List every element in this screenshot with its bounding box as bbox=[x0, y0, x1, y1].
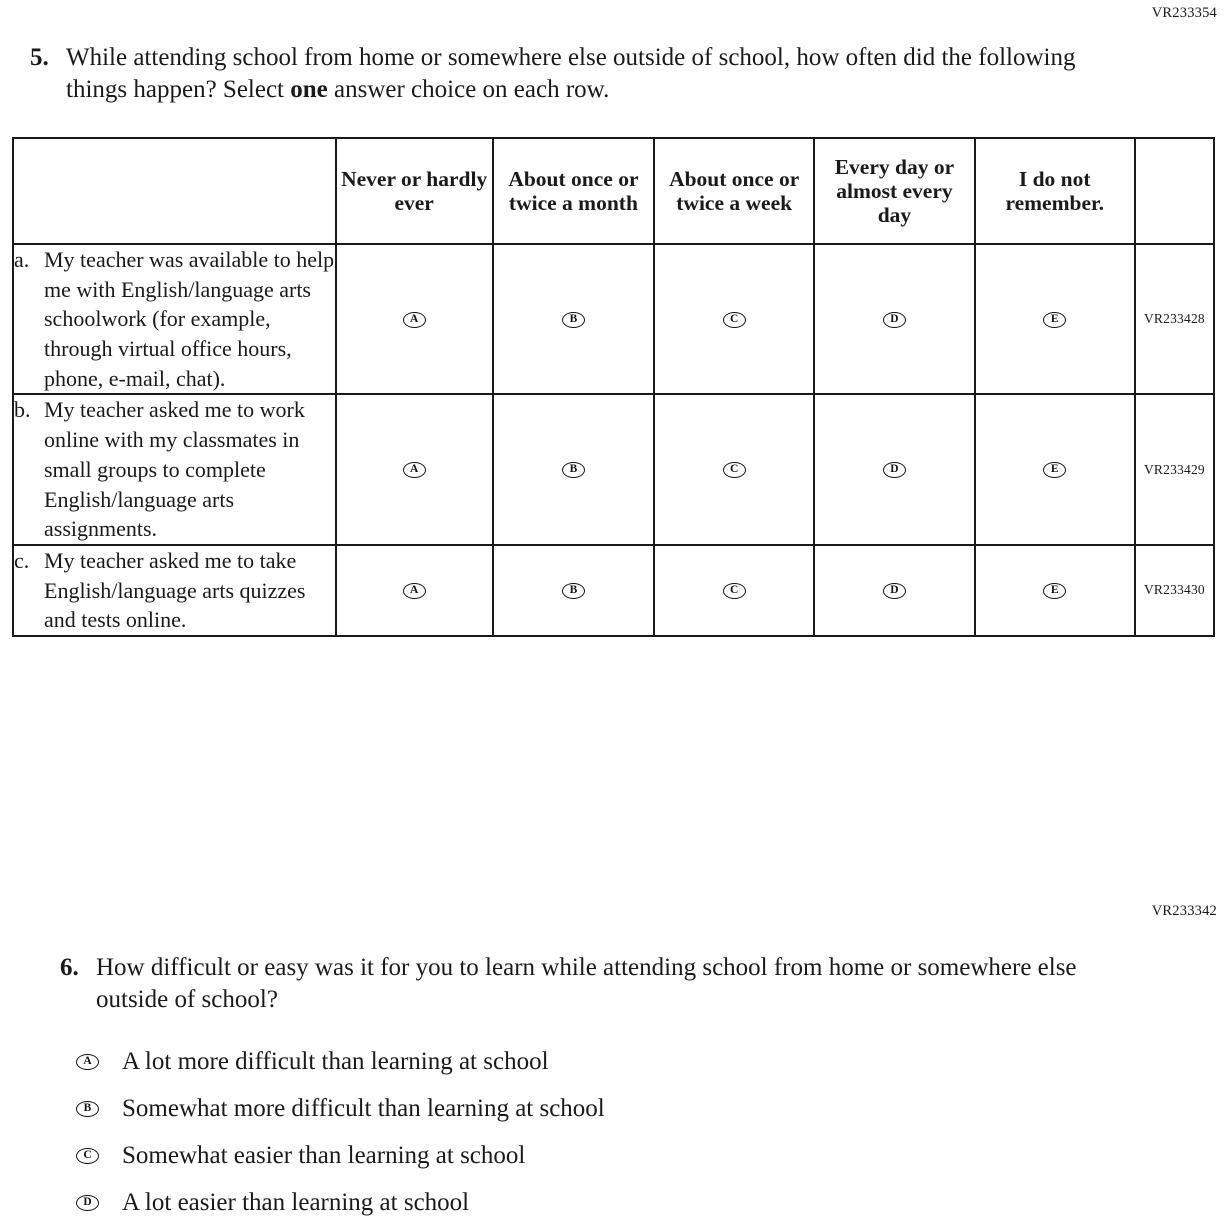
bubble-b[interactable]: B bbox=[561, 311, 585, 328]
question-6-option-a-label: A lot more difficult than learning at sc… bbox=[122, 1047, 549, 1075]
option-b-bubble-wrap[interactable]: B bbox=[76, 1100, 122, 1118]
question-6-text: How difficult or easy was it for you to … bbox=[96, 954, 1077, 1013]
bubble-c[interactable]: C bbox=[722, 461, 746, 478]
question-6-option-b-label: Somewhat more difficult than learning at… bbox=[122, 1094, 605, 1122]
matrix-row-a-text: My teacher was available to help me with… bbox=[44, 247, 335, 391]
question-5-emphasis: one bbox=[290, 76, 328, 103]
matrix-row-a-stem: a. My teacher was available to help me w… bbox=[12, 242, 337, 396]
matrix-row-a-code: VR233428 bbox=[1133, 242, 1216, 396]
question-5-matrix-table: Never or hardly ever About once or twice… bbox=[12, 137, 1216, 637]
matrix-row-a-option-a-cell[interactable]: A bbox=[334, 242, 494, 396]
bubble-b[interactable]: B bbox=[561, 582, 585, 599]
matrix-header-never-or-hardly-ever: Never or hardly ever bbox=[334, 137, 494, 245]
matrix-row-b-option-b-cell[interactable]: B bbox=[491, 393, 656, 546]
question-6-block: 6. How difficult or easy was it for you … bbox=[60, 952, 1100, 1226]
matrix-row-c-option-d-cell[interactable]: D bbox=[813, 543, 976, 637]
matrix-row-c-option-a-cell[interactable]: A bbox=[334, 543, 494, 637]
matrix-row-c-stem: c. My teacher asked me to take English/l… bbox=[12, 543, 337, 637]
matrix-row-c-letter: c. bbox=[14, 547, 30, 573]
bubble-a[interactable]: A bbox=[402, 461, 426, 478]
matrix-header-once-or-twice-a-month: About once or twice a month bbox=[491, 137, 656, 245]
matrix-row-c-text: My teacher asked me to take English/lang… bbox=[44, 547, 306, 633]
bubble-a[interactable]: A bbox=[402, 582, 426, 599]
matrix-row-b-option-a-cell[interactable]: A bbox=[334, 393, 494, 546]
question-6-options: A A lot more difficult than learning at … bbox=[60, 1038, 1100, 1226]
matrix-row-c-option-e-cell[interactable]: E bbox=[973, 543, 1136, 637]
bubble-a[interactable]: A bbox=[402, 311, 426, 328]
option-c-bubble-wrap[interactable]: C bbox=[76, 1147, 122, 1165]
matrix-header-stem bbox=[12, 137, 337, 245]
bubble-a[interactable]: A bbox=[76, 1053, 99, 1070]
bubble-b[interactable]: B bbox=[561, 461, 585, 478]
question-5-text: While attending school from home or some… bbox=[66, 42, 1100, 106]
matrix-row-b-letter: b. bbox=[14, 397, 31, 423]
question-6-number: 6. bbox=[60, 954, 79, 981]
question-5-prompt: 5. While attending school from home or s… bbox=[30, 42, 1100, 106]
matrix-row-a-option-b-cell[interactable]: B bbox=[491, 242, 656, 396]
matrix-header-every-day-or-almost-every-day: Every day or almost every day bbox=[813, 137, 976, 245]
matrix-row-b-code: VR233429 bbox=[1133, 393, 1216, 546]
bubble-d[interactable]: D bbox=[882, 461, 906, 478]
bubble-d[interactable]: D bbox=[76, 1194, 99, 1211]
bubble-c[interactable]: C bbox=[76, 1147, 99, 1164]
matrix-row-b-option-d-cell[interactable]: D bbox=[813, 393, 976, 546]
question-6-option-d[interactable]: D A lot easier than learning at school bbox=[76, 1179, 1100, 1226]
matrix-header-i-do-not-remember: I do not remember. bbox=[973, 137, 1136, 245]
matrix-header-once-or-twice-a-week: About once or twice a week bbox=[653, 137, 816, 245]
option-d-bubble-wrap[interactable]: D bbox=[76, 1194, 122, 1212]
matrix-row-b-option-e-cell[interactable]: E bbox=[973, 393, 1136, 546]
matrix-row-b-option-c-cell[interactable]: C bbox=[653, 393, 816, 546]
form-code-mid-right: VR233342 bbox=[1151, 903, 1217, 919]
matrix-row-a-option-c-cell[interactable]: C bbox=[653, 242, 816, 396]
table-row: a. My teacher was available to help me w… bbox=[12, 242, 1216, 396]
matrix-row-c-option-c-cell[interactable]: C bbox=[653, 543, 816, 637]
question-5-number: 5. bbox=[30, 44, 49, 71]
bubble-c[interactable]: C bbox=[722, 582, 746, 599]
form-code-top-right: VR233354 bbox=[1151, 5, 1217, 21]
matrix-row-c-code: VR233430 bbox=[1133, 543, 1216, 637]
bubble-c[interactable]: C bbox=[722, 311, 746, 328]
bubble-d[interactable]: D bbox=[882, 582, 906, 599]
question-5-text-part1: While attending school from home or some… bbox=[66, 44, 1076, 103]
matrix-row-c-option-b-cell[interactable]: B bbox=[491, 543, 656, 637]
matrix-row-a-letter: a. bbox=[14, 247, 30, 272]
question-5-block: 5. While attending school from home or s… bbox=[30, 42, 1100, 106]
table-row: c. My teacher asked me to take English/l… bbox=[12, 543, 1216, 637]
question-6-option-b[interactable]: B Somewhat more difficult than learning … bbox=[76, 1085, 1100, 1132]
matrix-header-code-column bbox=[1133, 137, 1216, 245]
option-a-bubble-wrap[interactable]: A bbox=[76, 1053, 122, 1071]
bubble-e[interactable]: E bbox=[1043, 311, 1067, 328]
matrix-row-b-stem: b. My teacher asked me to work online wi… bbox=[12, 393, 337, 546]
table-row: b. My teacher asked me to work online wi… bbox=[12, 393, 1216, 546]
question-6-option-a[interactable]: A A lot more difficult than learning at … bbox=[76, 1038, 1100, 1085]
matrix-row-b-text: My teacher asked me to work online with … bbox=[44, 397, 305, 542]
bubble-d[interactable]: D bbox=[882, 311, 906, 328]
question-6-prompt: 6. How difficult or easy was it for you … bbox=[60, 952, 1100, 1016]
question-6-option-d-label: A lot easier than learning at school bbox=[122, 1188, 470, 1216]
bubble-e[interactable]: E bbox=[1043, 461, 1067, 478]
matrix-row-a-option-e-cell[interactable]: E bbox=[973, 242, 1136, 396]
question-6-option-c[interactable]: C Somewhat easier than learning at schoo… bbox=[76, 1132, 1100, 1179]
bubble-b[interactable]: B bbox=[76, 1100, 99, 1117]
bubble-e[interactable]: E bbox=[1043, 582, 1067, 599]
question-6-option-c-label: Somewhat easier than learning at school bbox=[122, 1141, 526, 1169]
matrix-row-a-option-d-cell[interactable]: D bbox=[813, 242, 976, 396]
matrix-header-row: Never or hardly ever About once or twice… bbox=[12, 137, 1216, 245]
question-5-text-part2: answer choice on each row. bbox=[327, 76, 610, 103]
